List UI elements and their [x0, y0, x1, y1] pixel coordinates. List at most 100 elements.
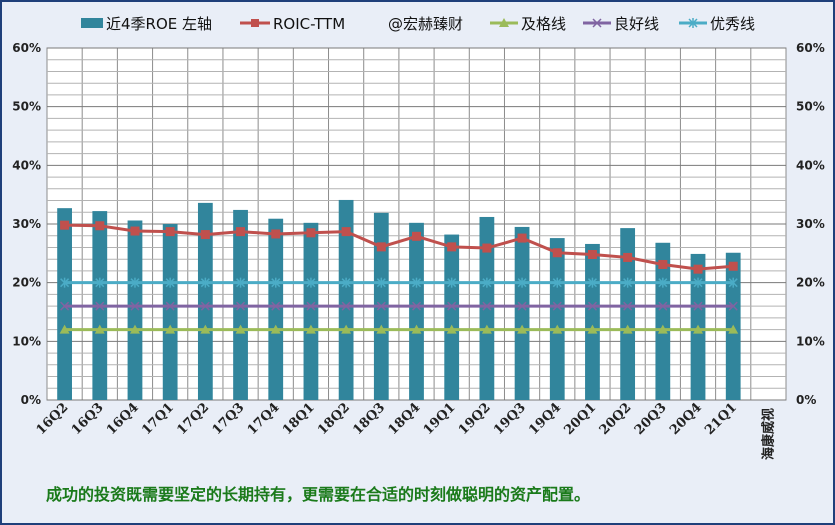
excellent-line-point — [95, 277, 105, 288]
pass-line-point — [129, 324, 140, 334]
roe-bar — [127, 220, 143, 400]
roe-bar — [444, 234, 460, 400]
good-line-point — [552, 301, 562, 311]
y-tick-label-left: 40% — [12, 158, 41, 172]
x-tick-label: 20Q4 — [667, 400, 705, 438]
pass-line-point — [341, 324, 352, 334]
roe-bar — [479, 216, 495, 400]
good-line-point — [60, 301, 70, 311]
x-tick-label: 19Q3 — [491, 400, 529, 438]
excellent-line-point — [623, 277, 633, 288]
y-tick-label-right: 30% — [796, 217, 825, 231]
excellent-line-point — [60, 277, 70, 288]
pass-line-point — [270, 324, 281, 334]
legend-marker-pass — [499, 18, 509, 27]
pass-line-point — [165, 324, 176, 334]
roic-point — [728, 261, 738, 271]
x-tick-label: 19Q2 — [456, 400, 494, 438]
good-line-point — [341, 301, 351, 311]
roe-bar — [57, 208, 72, 400]
roe-bar — [409, 222, 424, 400]
x-tick-label: 17Q3 — [210, 400, 248, 438]
x-tick-label: 21Q1 — [702, 400, 740, 438]
x-tick-label: 19Q4 — [526, 400, 564, 438]
excellent-line-point — [271, 277, 281, 288]
roe-bar — [585, 243, 600, 400]
y-tick-label-right: 10% — [796, 334, 825, 348]
roe-bar — [268, 218, 284, 400]
good-line-point — [376, 301, 386, 311]
legend-marker-good — [592, 18, 602, 28]
excellent-line-point — [130, 277, 140, 288]
pass-line-point — [59, 324, 70, 334]
roic-point — [658, 259, 668, 269]
excellent-line-point — [517, 277, 527, 288]
x-tick-label: 20Q1 — [561, 400, 599, 438]
y-tick-label-right: 50% — [796, 100, 825, 114]
excellent-line-point — [552, 277, 562, 288]
good-line-point — [728, 301, 738, 311]
good-line-point — [482, 301, 492, 311]
y-tick-label-left: 60% — [12, 41, 41, 55]
excellent-line-point — [658, 277, 668, 288]
excellent-line-point — [200, 277, 210, 288]
pass-line-point — [693, 324, 704, 334]
x-axis: 16Q216Q316Q417Q117Q217Q317Q418Q118Q218Q3… — [34, 400, 777, 460]
legend-label-excellent: 优秀线 — [710, 15, 755, 33]
x-tick-label: 17Q2 — [174, 400, 212, 438]
legend-watermark-text: @宏赫臻财 — [388, 15, 463, 33]
roic-point — [447, 242, 457, 252]
x-tick-label: 18Q4 — [386, 400, 424, 438]
roic-point — [341, 227, 351, 237]
good-line-point — [200, 301, 210, 311]
roic-point — [236, 227, 246, 237]
roic-point — [200, 230, 210, 240]
series-line — [64, 223, 734, 271]
good-line-point — [693, 301, 703, 311]
x-tick-label: 17Q4 — [245, 400, 283, 438]
roic-point — [60, 220, 70, 230]
roic-point — [587, 250, 597, 260]
pass-line-point — [235, 324, 246, 334]
x-extra-label: 海康威视 — [760, 408, 776, 460]
roic-point — [517, 233, 527, 243]
y-tick-label-right: 0% — [796, 393, 816, 407]
good-line-point — [271, 301, 281, 311]
legend-label-roic: ROIC-TTM — [273, 15, 345, 33]
roic-point — [412, 231, 421, 241]
roic-point — [95, 221, 105, 231]
roic-point — [130, 226, 140, 236]
pass-line-point — [94, 324, 105, 334]
legend: 近4季ROE 左轴 ROIC-TTM @宏赫臻财 及格线 良好线 优秀线 — [81, 15, 755, 33]
y-tick-label-right: 20% — [796, 276, 825, 290]
roe-bar — [338, 199, 354, 400]
roe-bar — [162, 224, 178, 400]
x-tick-label: 16Q3 — [69, 400, 107, 438]
good-line-point — [623, 301, 633, 311]
y-tick-label-left: 50% — [12, 100, 41, 114]
good-line-point — [306, 301, 316, 311]
x-tick-label: 17Q1 — [139, 400, 177, 438]
good-line-point — [587, 301, 597, 311]
pass-line-point — [481, 324, 492, 334]
pass-line-point — [411, 324, 422, 334]
excellent-line-point — [236, 277, 246, 288]
x-tick-label: 18Q2 — [315, 400, 353, 438]
excellent-line-point — [447, 277, 457, 288]
x-tick-label: 18Q1 — [280, 400, 318, 438]
y-tick-label-left: 10% — [12, 334, 41, 348]
legend-marker-roic — [251, 19, 259, 27]
roe-bar — [620, 228, 636, 400]
roic-point — [693, 264, 703, 274]
roic-point — [165, 227, 175, 237]
line-series — [59, 220, 739, 334]
legend-label-roe: 近4季ROE 左轴 — [106, 15, 212, 33]
y-tick-label-right: 40% — [796, 158, 825, 172]
pass-line-point — [622, 324, 633, 334]
pass-line-point — [517, 324, 528, 334]
x-tick-label: 19Q1 — [421, 400, 459, 438]
legend-label-pass: 及格线 — [521, 15, 566, 33]
excellent-line-point — [341, 277, 351, 288]
good-line-point — [411, 301, 422, 311]
